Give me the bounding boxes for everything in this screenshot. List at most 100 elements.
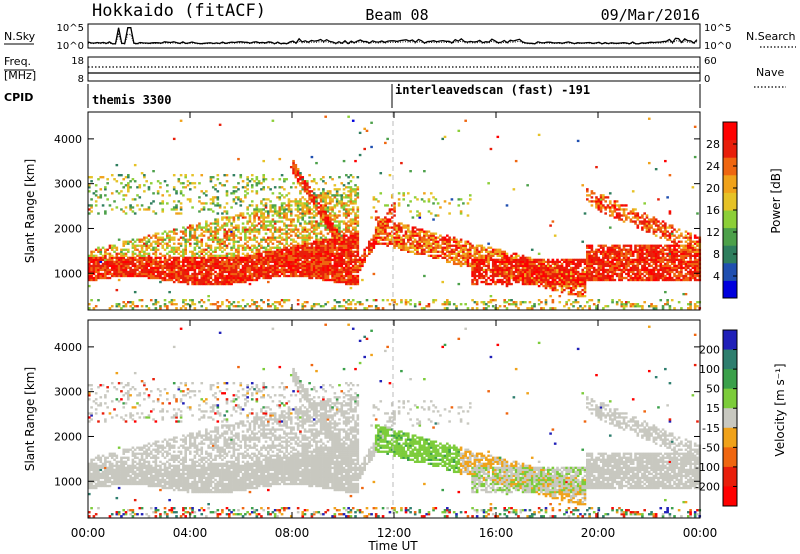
range-gate-cell — [280, 305, 284, 308]
range-gate-cell — [540, 258, 543, 262]
range-gate-cell — [342, 238, 346, 241]
range-gate-cell — [310, 305, 314, 308]
range-gate-cell — [319, 212, 323, 215]
range-gate-cell — [283, 212, 286, 215]
range-gate-cell — [439, 254, 442, 257]
range-gate-cell — [175, 276, 178, 280]
range-gate-cell — [262, 260, 266, 264]
range-gate-cell — [237, 254, 240, 257]
range-gate-cell — [324, 278, 327, 282]
range-gate-cell — [287, 274, 291, 278]
range-gate-cell — [413, 226, 417, 229]
range-gate-cell — [172, 238, 176, 241]
range-gate-cell — [549, 260, 552, 264]
range-gate-cell — [553, 268, 557, 272]
range-gate-cell — [177, 272, 181, 276]
range-gate-cell — [459, 212, 463, 215]
range-gate-cell — [250, 200, 254, 203]
range-gate-cell — [285, 224, 288, 227]
range-gate-cell — [439, 206, 442, 209]
range-gate-cell — [184, 248, 187, 251]
range-gate-cell — [244, 305, 247, 308]
range-gate-cell — [354, 276, 357, 280]
range-gate-cell — [269, 274, 272, 278]
range-gate-cell — [237, 196, 240, 199]
range-gate-cell — [223, 278, 226, 282]
range-gate-cell — [576, 282, 580, 286]
range-gate-cell — [588, 260, 591, 264]
range-gate-cell — [287, 299, 291, 302]
range-gate-cell — [319, 240, 323, 243]
range-gate-cell — [230, 224, 233, 227]
range-gate-cell — [602, 258, 605, 262]
range-gate-cell — [257, 250, 261, 253]
range-gate-cell — [306, 186, 309, 189]
range-gate-cell — [310, 236, 314, 239]
range-gate-cell — [496, 248, 500, 251]
range-gate-cell — [237, 272, 240, 276]
range-gate-cell — [349, 274, 353, 278]
range-gate-cell — [227, 268, 231, 272]
range-gate-cell — [227, 282, 231, 286]
range-gate-cell — [120, 190, 123, 193]
range-gate-cell — [581, 258, 585, 262]
range-gate-cell — [303, 236, 307, 239]
range-gate-cell — [324, 246, 327, 249]
range-gate-cell — [310, 274, 314, 278]
range-gate-cell — [354, 200, 357, 203]
range-gate-cell — [491, 266, 495, 270]
range-gate-cell — [136, 258, 139, 262]
range-gate-cell — [227, 216, 231, 219]
range-gate-cell — [166, 258, 169, 262]
range-gate-cell — [434, 299, 438, 302]
range-gate-cell — [487, 282, 490, 286]
range-gate-cell — [324, 200, 327, 203]
range-gate-cell — [354, 192, 357, 195]
range-gate-cell — [280, 242, 284, 245]
range-gate-cell — [519, 272, 523, 276]
range-gate-cell — [186, 276, 190, 280]
range-gate-cell — [404, 299, 408, 302]
range-gate-cell — [214, 184, 217, 187]
range-gate-cell — [455, 244, 458, 247]
range-gate-cell — [140, 260, 144, 264]
range-gate-cell — [195, 228, 199, 231]
range-gate-cell — [388, 174, 392, 177]
range-gate-cell — [347, 228, 350, 231]
range-gate-cell — [335, 198, 339, 201]
range-gate-cell — [303, 240, 307, 243]
range-gate-cell — [342, 236, 346, 239]
range-gate-cell — [342, 242, 346, 245]
range-gate-cell — [230, 272, 233, 276]
range-gate-cell — [232, 242, 236, 245]
range-gate-cell — [498, 264, 502, 268]
range-gate-cell — [333, 226, 337, 229]
range-gate-cell — [586, 266, 589, 270]
range-gate-cell — [386, 212, 389, 215]
range-gate-cell — [317, 244, 321, 247]
range-gate-cell — [227, 266, 231, 270]
range-gate-cell — [140, 244, 144, 247]
range-gate-cell — [292, 159, 295, 163]
range-gate-cell — [356, 254, 360, 257]
range-gate-cell — [542, 280, 546, 284]
range-gate-cell — [471, 268, 474, 272]
range-gate-cell — [117, 258, 121, 262]
range-gate-cell — [340, 268, 344, 272]
range-gate-cell — [136, 305, 139, 308]
range-gate-cell — [303, 180, 307, 183]
range-gate-cell — [512, 188, 516, 191]
range-gate-cell — [491, 258, 495, 262]
range-gate-cell — [289, 238, 293, 241]
range-gate-cell — [335, 220, 339, 223]
range-gate-cell — [354, 234, 357, 237]
range-gate-cell — [537, 284, 541, 288]
range-gate-cell — [273, 210, 277, 213]
range-gate-cell — [328, 248, 332, 251]
range-gate-cell — [294, 272, 298, 276]
range-gate-cell — [94, 200, 98, 203]
range-gate-cell — [473, 262, 477, 266]
range-gate-cell — [172, 236, 176, 239]
range-gate-cell — [317, 222, 321, 225]
range-gate-cell — [423, 192, 426, 195]
